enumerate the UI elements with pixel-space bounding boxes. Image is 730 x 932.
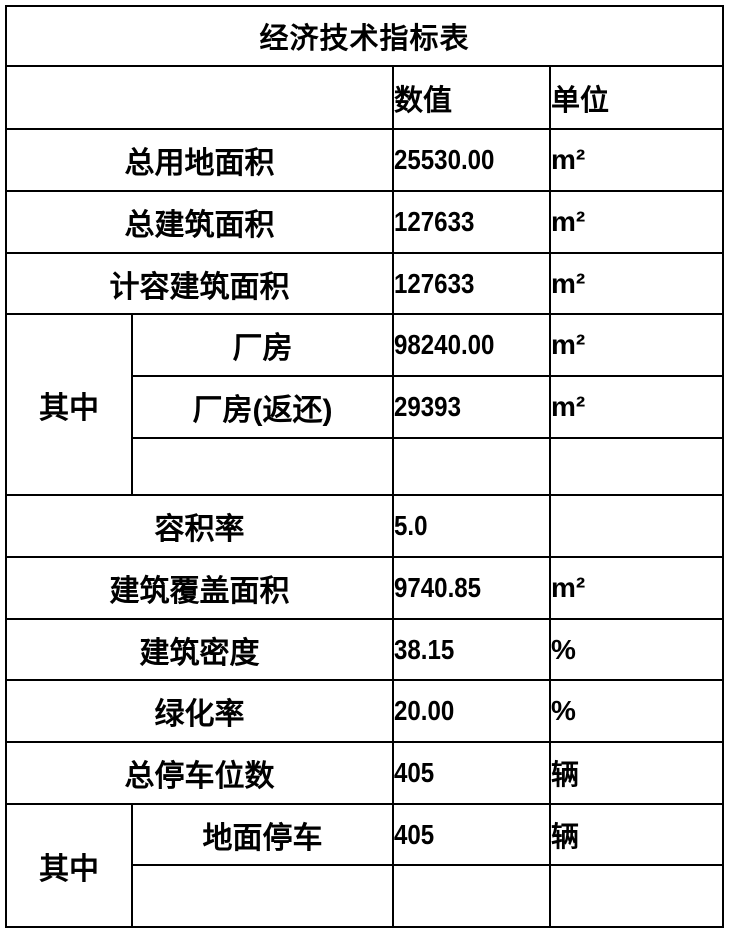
row-value: 38.15 xyxy=(392,618,551,681)
table-row: 绿化率 20.00 % xyxy=(5,679,725,743)
economic-indicator-table: 经济技术指标表 数值 单位 总用地面积 25530.00 m² 总建筑面积 12… xyxy=(4,5,725,928)
row-unit: m² xyxy=(548,556,725,620)
row-value: 405 xyxy=(392,741,551,805)
value-number: 38.15 xyxy=(394,633,455,665)
table-row: 其中 厂房 98240.00 m² xyxy=(5,313,725,496)
value-number: 127633 xyxy=(394,206,475,237)
row-unit: m² xyxy=(548,375,725,439)
table-row: 厂房(返还) 29393 m² xyxy=(6,375,725,439)
row-label xyxy=(131,437,394,496)
row-label: 厂房(返还) xyxy=(131,375,394,439)
row-unit: m² xyxy=(548,128,725,192)
group-label: 其中 xyxy=(5,803,133,928)
table-row: 计容建筑面积 127633 m² xyxy=(5,252,725,315)
row-unit xyxy=(548,494,725,558)
table-row: 其中 地面停车 405 辆 xyxy=(5,803,725,928)
value-number: 405 xyxy=(394,818,435,850)
row-value: 29393 xyxy=(392,375,551,439)
row-unit: m² xyxy=(548,252,725,315)
value-number: 29393 xyxy=(394,391,461,422)
row-label: 建筑覆盖面积 xyxy=(5,556,394,620)
table-row: 总建筑面积 127633 m² xyxy=(5,190,725,254)
row-unit: m² xyxy=(548,313,725,377)
col-header-name xyxy=(5,65,394,130)
row-label: 总建筑面积 xyxy=(5,190,394,254)
table-row: 建筑密度 38.15 % xyxy=(5,618,725,681)
row-unit: % xyxy=(548,679,725,743)
table-row: 总停车位数 405 辆 xyxy=(5,741,725,805)
value-number: 127633 xyxy=(394,267,475,299)
value-number: 9740.85 xyxy=(394,572,482,603)
table-row xyxy=(6,864,725,928)
row-unit xyxy=(548,864,725,928)
row-value xyxy=(392,864,551,928)
value-number: 405 xyxy=(394,757,435,788)
table-row: 容积率 5.0 xyxy=(5,494,725,558)
row-label: 地面停车 xyxy=(131,803,394,866)
row-label: 容积率 xyxy=(5,494,394,558)
table-row xyxy=(6,437,725,496)
row-label: 总用地面积 xyxy=(5,128,394,192)
row-label: 厂房 xyxy=(131,313,394,377)
row-value: 9740.85 xyxy=(392,556,551,620)
table-row: 总用地面积 25530.00 m² xyxy=(5,128,725,192)
row-label xyxy=(131,864,394,928)
row-value: 127633 xyxy=(392,252,551,315)
row-value xyxy=(392,437,551,496)
row-label: 建筑密度 xyxy=(5,618,394,681)
row-unit xyxy=(548,437,725,496)
table-row: 建筑覆盖面积 9740.85 m² xyxy=(5,556,725,620)
row-value: 20.00 xyxy=(392,679,551,743)
col-header-value: 数值 xyxy=(392,65,551,130)
col-header-unit: 单位 xyxy=(548,65,725,130)
row-label: 绿化率 xyxy=(5,679,394,743)
value-number: 5.0 xyxy=(394,510,428,541)
row-unit: 辆 xyxy=(548,803,725,866)
row-unit: 辆 xyxy=(548,741,725,805)
row-label: 总停车位数 xyxy=(5,741,394,805)
row-unit: m² xyxy=(548,190,725,254)
table-title: 经济技术指标表 xyxy=(4,5,725,67)
value-number: 25530.00 xyxy=(394,144,495,175)
row-value: 405 xyxy=(392,803,551,866)
row-unit: % xyxy=(548,618,725,681)
value-number: 20.00 xyxy=(394,695,455,726)
row-value: 98240.00 xyxy=(392,313,551,377)
row-value: 127633 xyxy=(392,190,551,254)
value-number: 98240.00 xyxy=(394,329,495,360)
row-label: 计容建筑面积 xyxy=(5,252,394,315)
row-value: 25530.00 xyxy=(392,128,551,192)
row-value: 5.0 xyxy=(392,494,551,558)
group-label: 其中 xyxy=(5,313,133,496)
